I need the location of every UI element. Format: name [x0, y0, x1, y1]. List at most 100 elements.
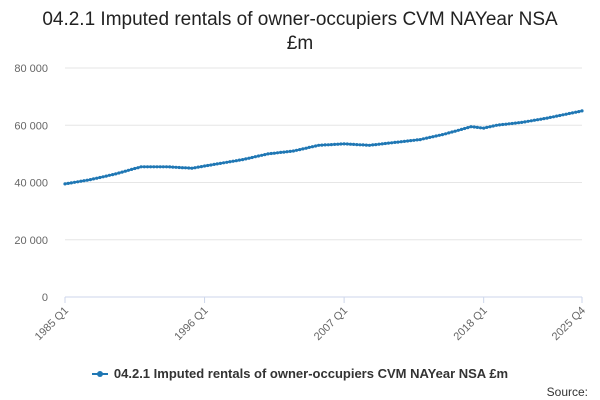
data-point[interactable] [139, 165, 143, 169]
data-point[interactable] [488, 125, 492, 129]
data-point[interactable] [529, 119, 533, 123]
data-point[interactable] [237, 158, 241, 162]
data-point[interactable] [228, 160, 232, 164]
data-point[interactable] [187, 166, 191, 170]
data-point[interactable] [355, 143, 359, 147]
data-point[interactable] [377, 142, 381, 146]
data-point[interactable] [342, 142, 346, 146]
data-point[interactable] [472, 125, 476, 129]
data-point[interactable] [383, 141, 387, 146]
data-point[interactable] [510, 121, 514, 126]
data-point[interactable] [386, 141, 391, 145]
data-point[interactable] [567, 111, 571, 116]
data-point[interactable] [253, 155, 257, 159]
legend-item[interactable]: 04.2.1 Imputed rentals of owner-occupier… [0, 366, 600, 381]
data-point[interactable] [158, 165, 162, 169]
data-point[interactable] [241, 158, 245, 162]
data-point[interactable] [475, 125, 479, 129]
data-point[interactable] [294, 148, 299, 152]
data-point[interactable] [66, 181, 70, 185]
data-point[interactable] [367, 143, 372, 147]
data-point[interactable] [333, 142, 337, 146]
data-point[interactable] [82, 179, 86, 183]
data-point[interactable] [320, 143, 324, 147]
data-point[interactable] [501, 122, 505, 127]
data-point[interactable] [463, 126, 467, 131]
data-point[interactable] [329, 143, 333, 147]
data-point[interactable] [196, 165, 200, 169]
data-point[interactable] [142, 165, 146, 169]
data-point[interactable] [418, 138, 422, 142]
data-point[interactable] [76, 180, 80, 184]
data-point[interactable] [539, 117, 543, 121]
data-point[interactable] [374, 143, 378, 147]
data-point[interactable] [126, 168, 130, 172]
data-point[interactable] [453, 129, 457, 133]
data-point[interactable] [285, 150, 289, 154]
data-point[interactable] [548, 115, 552, 119]
data-point[interactable] [545, 116, 549, 120]
data-point[interactable] [231, 159, 235, 163]
data-point[interactable] [364, 143, 368, 147]
data-point[interactable] [345, 142, 349, 146]
data-point[interactable] [72, 180, 77, 184]
data-point[interactable] [577, 110, 581, 114]
data-point[interactable] [260, 153, 264, 157]
data-point[interactable] [469, 125, 473, 129]
data-point[interactable] [450, 130, 454, 134]
data-point[interactable] [155, 165, 159, 169]
data-point[interactable] [234, 159, 238, 163]
data-point[interactable] [215, 162, 219, 166]
data-point[interactable] [323, 143, 327, 147]
data-point[interactable] [288, 149, 292, 153]
data-point[interactable] [279, 150, 283, 154]
data-point[interactable] [517, 121, 521, 125]
data-point[interactable] [168, 165, 172, 169]
data-point[interactable] [111, 173, 115, 177]
data-point[interactable] [209, 163, 213, 167]
data-point[interactable] [145, 165, 150, 169]
data-point[interactable] [358, 143, 362, 147]
data-point[interactable] [485, 125, 489, 129]
data-point[interactable] [114, 172, 118, 176]
data-point[interactable] [456, 128, 460, 132]
data-point[interactable] [482, 126, 486, 130]
data-point[interactable] [180, 166, 184, 170]
data-point[interactable] [380, 142, 384, 146]
data-point[interactable] [428, 135, 432, 139]
data-point[interactable] [190, 166, 194, 170]
data-point[interactable] [95, 176, 99, 180]
data-point[interactable] [431, 135, 435, 139]
data-point[interactable] [421, 137, 425, 141]
data-point[interactable] [580, 109, 584, 113]
data-point[interactable] [161, 165, 165, 169]
data-point[interactable] [298, 148, 302, 152]
data-point[interactable] [88, 178, 92, 182]
data-point[interactable] [447, 131, 451, 135]
data-point[interactable] [497, 123, 502, 127]
data-point[interactable] [434, 134, 438, 138]
data-point[interactable] [412, 138, 416, 142]
data-point[interactable] [371, 143, 375, 147]
data-point[interactable] [133, 166, 137, 171]
data-point[interactable] [304, 146, 308, 150]
data-point[interactable] [269, 151, 273, 156]
data-point[interactable] [206, 163, 210, 168]
data-point[interactable] [275, 151, 280, 155]
data-point[interactable] [440, 133, 444, 137]
data-point[interactable] [266, 152, 270, 156]
data-point[interactable] [542, 117, 546, 121]
data-point[interactable] [314, 144, 318, 148]
data-point[interactable] [444, 132, 448, 136]
data-point[interactable] [504, 122, 508, 126]
data-point[interactable] [570, 111, 575, 115]
data-point[interactable] [494, 123, 498, 127]
data-point[interactable] [425, 136, 429, 140]
data-point[interactable] [536, 118, 540, 122]
data-point[interactable] [199, 165, 203, 169]
data-point[interactable] [250, 155, 254, 160]
data-point[interactable] [171, 165, 175, 169]
data-point[interactable] [203, 164, 207, 168]
data-point[interactable] [301, 147, 305, 151]
data-point[interactable] [564, 112, 568, 116]
